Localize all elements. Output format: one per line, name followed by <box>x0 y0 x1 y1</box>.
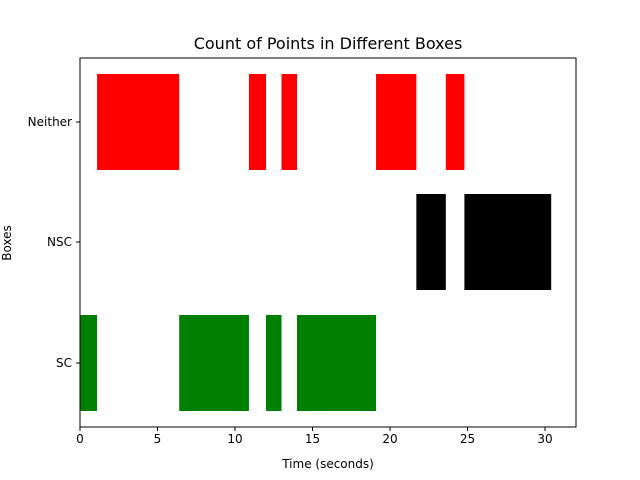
bar-neither-2 <box>281 74 297 170</box>
bar-nsc-1 <box>464 194 552 290</box>
y-axis-label: Boxes <box>0 225 14 261</box>
bar-sc-1 <box>179 315 249 411</box>
chart-title: Count of Points in Different Boxes <box>194 34 463 53</box>
x-tick-label: 25 <box>460 432 475 446</box>
x-tick-label: 10 <box>227 432 242 446</box>
y-tick-label-neither: Neither <box>28 115 72 129</box>
bar-nsc-0 <box>416 194 446 290</box>
y-tick-label-nsc: NSC <box>47 235 72 249</box>
x-tick-label: 0 <box>76 432 84 446</box>
bar-neither-1 <box>248 74 266 170</box>
x-tick-label: 5 <box>154 432 162 446</box>
bars-group <box>80 74 552 411</box>
bar-neither-0 <box>97 74 180 170</box>
bar-sc-3 <box>297 315 377 411</box>
bar-sc-2 <box>266 315 282 411</box>
x-axis-ticks: 0 5 10 15 20 25 30 <box>76 427 553 446</box>
x-tick-label: 20 <box>382 432 397 446</box>
bar-neither-4 <box>445 74 465 170</box>
y-axis-ticks: SC NSC Neither <box>28 115 80 370</box>
x-axis-label: Time (seconds) <box>281 457 374 471</box>
bar-sc-0 <box>80 315 98 411</box>
x-tick-label: 30 <box>537 432 552 446</box>
bar-neither-3 <box>376 74 417 170</box>
y-tick-label-sc: SC <box>56 356 72 370</box>
x-tick-label: 15 <box>305 432 320 446</box>
